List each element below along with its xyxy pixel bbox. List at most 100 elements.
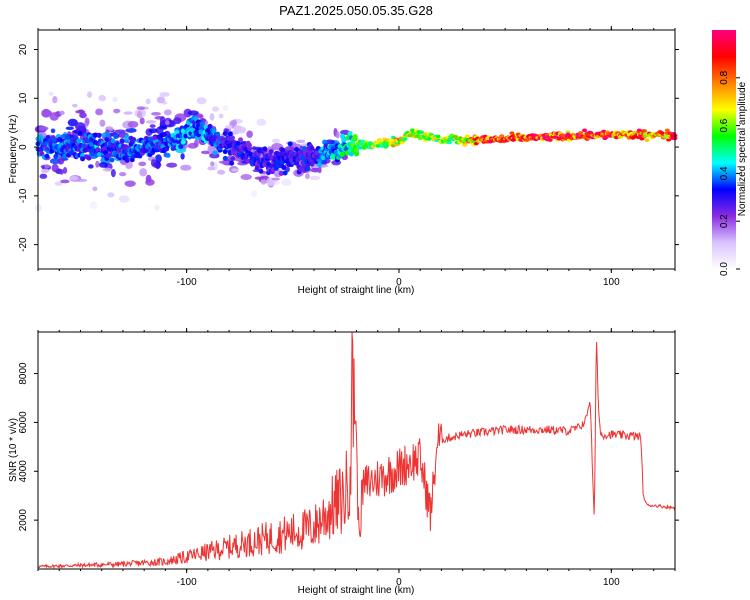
spectrogram-cell <box>207 123 213 129</box>
spectrogram-cell <box>556 136 562 141</box>
spectrogram-cell <box>46 137 52 143</box>
spectrogram-cell <box>180 164 192 171</box>
colorbar-tick-label: 0.0 <box>719 262 730 276</box>
spectrogram-cell <box>148 128 158 134</box>
spectrogram-cell <box>48 91 54 96</box>
spectrogram-cell <box>123 111 133 115</box>
spectrogram-cell <box>447 140 453 145</box>
spectrogram-cell <box>38 126 49 131</box>
spectrogram-cell <box>53 153 59 159</box>
spectrogram-cell <box>240 174 252 181</box>
spectrogram-cell <box>222 149 228 155</box>
spectrogram-cell <box>250 190 258 198</box>
spectrogram-cell <box>95 160 100 168</box>
spectrogram-cell <box>301 142 309 148</box>
spectrogram-cell <box>296 139 306 144</box>
spectrogram-cell <box>189 127 195 133</box>
spectrogram-cell <box>139 117 145 125</box>
spectrogram-cell <box>210 161 215 167</box>
colorbar-label: Normalized spectral amplitude <box>737 81 748 216</box>
snr-y-tick-label: 8000 <box>18 362 29 385</box>
spectrogram-cell <box>222 104 229 111</box>
spectrogram-cell <box>245 158 251 164</box>
spectrogram-cell <box>268 149 274 155</box>
spectrogram-cell <box>300 156 306 162</box>
spectrogram-cell <box>102 167 113 172</box>
colorbar-tick-label: 0.2 <box>719 214 730 228</box>
snr-x-tick-label: 0 <box>396 577 402 588</box>
spectrogram-cell <box>124 139 130 144</box>
spectrogram-cell <box>52 96 58 104</box>
spectrogram-cell <box>422 132 428 136</box>
spectrogram-cell <box>161 132 167 138</box>
spectrogram-cell <box>218 160 231 164</box>
spectrogram-y-tick-label: 20 <box>18 44 29 56</box>
spectrogram-cell <box>51 163 59 173</box>
spectrogram-x-ticks: -100 0 100 <box>37 26 676 288</box>
spectrogram-cell <box>50 128 56 134</box>
spectrogram-cell <box>139 168 148 177</box>
spectrogram-cell <box>217 169 226 175</box>
spectrogram-y-ticks: -20 -10 0 10 20 <box>18 44 679 252</box>
spectrogram-cell <box>246 130 253 139</box>
spectrogram-cell <box>98 162 109 168</box>
spectrogram-cell <box>339 133 345 139</box>
spectrogram-cell <box>339 151 345 157</box>
spectrogram-cell <box>222 130 228 136</box>
spectrogram-cell <box>159 116 166 125</box>
colorbar: 0.0 0.2 0.4 0.6 0.8 Normalized spectral ampl… <box>712 30 748 276</box>
spectrogram-cell <box>57 157 65 165</box>
spectrogram-x-tick-label: 100 <box>603 277 620 288</box>
spectrogram-cell <box>254 176 265 180</box>
snr-y-label: SNR (10 * v/v) <box>8 418 19 482</box>
spectrogram-cell <box>435 134 441 139</box>
spectrogram-cell <box>271 177 281 181</box>
spectrogram-cell <box>426 137 432 141</box>
spectrogram-cell <box>260 178 267 185</box>
spectrogram-cell <box>258 168 264 174</box>
spectrogram-cell <box>96 132 102 138</box>
spectrogram-cell <box>145 98 151 105</box>
spectrogram-cell <box>81 143 87 149</box>
spectrogram-cell <box>44 110 53 117</box>
spectrogram-cell <box>215 131 221 137</box>
spectrogram-cell <box>278 170 284 176</box>
spectrogram-cell <box>212 150 218 156</box>
spectrogram-cell <box>196 97 207 105</box>
spectrogram-x-label: Height of straight line (km) <box>298 285 415 296</box>
spectrogram-cell <box>297 166 303 172</box>
spectrogram-cell <box>354 147 359 153</box>
spectrogram-cell <box>226 136 232 142</box>
spectrogram-cell <box>124 180 136 187</box>
spectrogram-cell <box>320 155 326 161</box>
spectrogram-cell <box>317 162 323 168</box>
colorbar-tick-label: 0.4 <box>719 166 730 180</box>
spectrogram-cell <box>95 108 104 116</box>
spectrogram-cell <box>150 159 157 167</box>
spectrogram-cell <box>287 141 293 147</box>
spectrogram-cell <box>464 134 470 139</box>
spectrogram-cell <box>129 157 135 163</box>
spectrogram-cell <box>145 120 157 124</box>
spectrogram-cell <box>183 133 189 139</box>
spectrogram-cell <box>67 118 78 127</box>
spectrogram-cell <box>281 164 287 170</box>
snr-y-tick-label: 6000 <box>18 411 29 434</box>
spectrogram-cell <box>107 192 115 198</box>
spectrogram-cell <box>603 135 609 140</box>
spectrogram-cell <box>110 169 116 178</box>
spectrogram-cell <box>402 137 408 141</box>
colorbar-tick-label: 0.6 <box>719 118 730 132</box>
spectrogram-y-label: Frequency (Hz) <box>8 115 19 184</box>
spectrogram-cell <box>229 160 235 166</box>
snr-x-tick-label: -100 <box>177 577 197 588</box>
spectrogram-cell <box>99 119 106 127</box>
spectrogram-cell <box>231 168 239 172</box>
snr-x-label: Height of straight line (km) <box>298 585 415 596</box>
spectrogram-cell <box>114 129 126 134</box>
spectrogram-cell <box>84 117 90 127</box>
spectrogram-y-tick-label: 0 <box>18 144 29 150</box>
spectrogram-cell <box>155 126 164 135</box>
spectrogram-cell <box>59 110 65 116</box>
